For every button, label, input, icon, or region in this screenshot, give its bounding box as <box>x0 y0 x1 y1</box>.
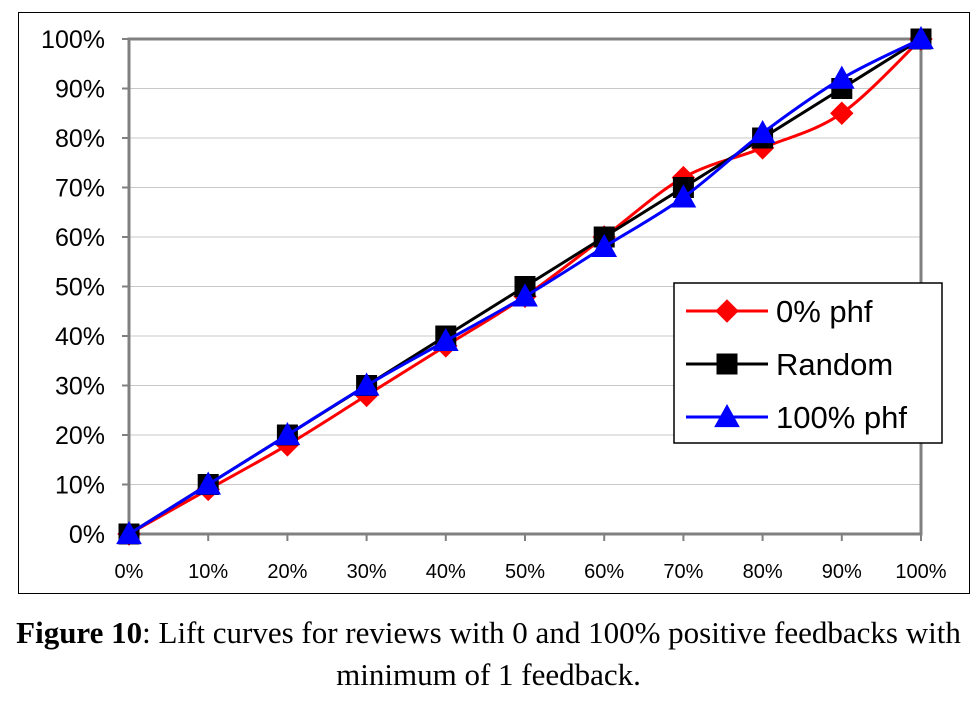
legend-marker <box>715 299 739 323</box>
data-point <box>670 184 697 208</box>
legend-item: Random <box>686 347 893 382</box>
lift-chart: 0% 10% 20% 30% 40% 50% 60% 70% 80% 90% 100% 0% 10% 2… <box>41 25 947 583</box>
data-point <box>353 372 380 396</box>
legend-marker <box>716 353 738 375</box>
x-tick-label: 50% <box>505 561 545 583</box>
x-tick-label: 80% <box>743 561 783 583</box>
y-tick-label: 10% <box>55 472 105 500</box>
data-point <box>830 101 854 125</box>
x-tick-label: 30% <box>347 561 387 583</box>
y-axis: 0% 10% 20% 30% 40% 50% 60% 70% 80% 90% 100% <box>41 26 129 549</box>
data-point <box>116 520 142 545</box>
y-tick-label: 0% <box>69 521 105 549</box>
x-axis: 0% 10% 20% 30% 40% 50% 60% 70% 80% 90% 100% <box>115 534 947 583</box>
data-point <box>908 25 934 50</box>
y-tick-label: 60% <box>55 224 105 252</box>
figure-caption: Figure 10: Lift curves for reviews with … <box>0 612 977 696</box>
x-tick-label: 70% <box>663 561 703 583</box>
legend-item: 100% phf <box>686 400 907 435</box>
y-tick-label: 40% <box>55 323 105 351</box>
y-tick-label: 90% <box>55 76 105 104</box>
x-tick-label: 40% <box>426 561 466 583</box>
y-tick-label: 100% <box>41 26 105 54</box>
y-tick-label: 50% <box>55 274 105 302</box>
data-point <box>749 120 776 144</box>
legend-label: 100% phf <box>776 400 907 435</box>
caption-text: : Lift curves for reviews with 0 and 100… <box>142 615 961 692</box>
x-tick-label: 90% <box>822 561 862 583</box>
x-tick-label: 60% <box>584 561 624 583</box>
legend-label: 0% phf <box>776 294 873 329</box>
data-point <box>828 65 855 89</box>
legend-marker <box>714 403 740 428</box>
x-tick-label: 100% <box>895 561 946 583</box>
data-point <box>432 327 459 352</box>
x-tick-label: 10% <box>188 561 228 583</box>
series-triangle <box>116 25 934 545</box>
data-point <box>512 283 538 307</box>
legend: 0% phf Random 100% phf <box>673 282 943 444</box>
y-tick-label: 80% <box>55 125 105 153</box>
legend-item: 0% phf <box>686 294 873 329</box>
series-layer <box>116 25 934 546</box>
data-point <box>274 421 301 446</box>
legend-label: Random <box>776 347 893 382</box>
data-point <box>195 471 222 495</box>
y-tick-label: 70% <box>55 175 105 203</box>
caption-label: Figure 10 <box>16 615 143 650</box>
data-point <box>591 233 618 257</box>
y-tick-label: 30% <box>55 373 105 401</box>
grid-lines <box>129 88 921 485</box>
x-tick-label: 0% <box>115 561 144 583</box>
x-tick-label: 20% <box>267 561 307 583</box>
y-tick-label: 20% <box>55 422 105 450</box>
